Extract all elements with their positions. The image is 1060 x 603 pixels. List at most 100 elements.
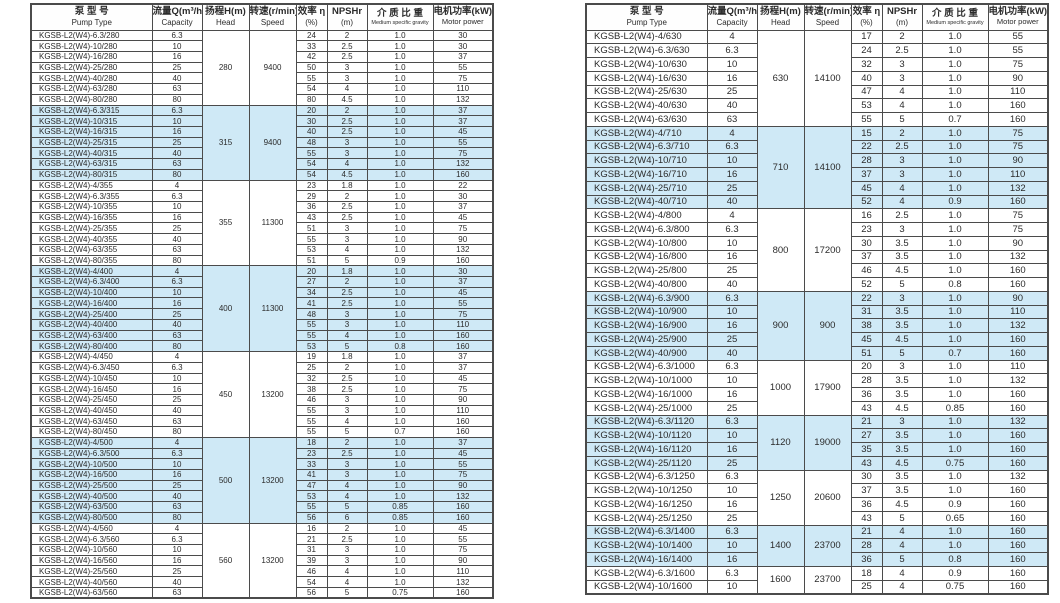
- efficiency-cell: 38: [295, 383, 328, 395]
- capacity-cell: 4: [706, 125, 758, 141]
- col-header-speed: 转速(r/min) Speed: [803, 3, 852, 31]
- capacity-cell: 63: [151, 83, 203, 95]
- specific-gravity-cell: 1.0: [366, 544, 434, 556]
- pump-row: KGSB-L2(W4)-16/355 16 43 2.5 1.0 45: [30, 211, 494, 224]
- specific-gravity-cell: 1.0: [366, 115, 434, 127]
- motor-power-cell: 110: [987, 304, 1049, 320]
- pump-model-cell: KGSB-L2(W4)-4/560: [30, 522, 153, 535]
- capacity-cell: 6.3: [151, 533, 203, 545]
- motor-power-cell: 75: [987, 139, 1049, 155]
- pump-row: KGSB-L2(W4)-6.3/355 6.3 29 2 1.0 30: [30, 190, 494, 202]
- efficiency-cell: 19: [295, 351, 328, 363]
- pump-model-cell: KGSB-L2(W4)-10/630: [585, 57, 708, 72]
- npshr-cell: 4: [881, 180, 923, 196]
- npshr-cell: 4: [326, 479, 368, 492]
- pump-model-cell: KGSB-L2(W4)-25/560: [30, 565, 153, 578]
- efficiency-cell: 55: [295, 72, 328, 85]
- pump-row: KGSB-L2(W4)-80/280 80 80 4.5 1.0 132: [30, 93, 494, 106]
- pump-row: KGSB-L2(W4)-16/560 16 39 3 1.0 90: [30, 554, 494, 567]
- efficiency-cell: 17: [850, 29, 883, 45]
- pump-model-cell: KGSB-L2(W4)-10/710: [585, 153, 708, 168]
- npshr-cell: 3.5: [881, 483, 923, 498]
- pump-model-cell: KGSB-L2(W4)-63/450: [30, 415, 153, 428]
- head-cell: 450: [201, 351, 250, 438]
- npshr-cell: 4: [881, 194, 923, 210]
- specific-gravity-cell: 0.75: [921, 455, 989, 471]
- head-cell: 560: [201, 522, 250, 599]
- motor-power-cell: 90: [432, 479, 494, 492]
- npshr-cell: 4.5: [881, 497, 923, 512]
- npshr-cell: 2: [326, 190, 368, 202]
- pump-model-cell: KGSB-L2(W4)-16/800: [585, 249, 708, 265]
- motor-power-cell: 160: [987, 455, 1049, 471]
- motor-power-cell: 132: [432, 158, 494, 170]
- pump-model-cell: KGSB-L2(W4)-40/355: [30, 233, 153, 245]
- pump-model-cell: KGSB-L2(W4)-6.3/450: [30, 361, 153, 374]
- capacity-cell: 4: [151, 179, 203, 192]
- speed-cell: 19000: [803, 414, 852, 471]
- pump-model-cell: KGSB-L2(W4)-16/1400: [585, 552, 708, 567]
- pump-model-cell: KGSB-L2(W4)-80/450: [30, 426, 153, 438]
- specific-gravity-cell: 0.8: [921, 552, 989, 567]
- speed-cell: 13200: [248, 351, 297, 438]
- efficiency-cell: 55: [850, 112, 883, 127]
- pump-row: KGSB-L2(W4)-25/500 25 47 4 1.0 90: [30, 479, 494, 492]
- efficiency-cell: 55: [295, 426, 328, 438]
- pump-row: KGSB-L2(W4)-16/315 16 40 2.5 1.0 45: [30, 125, 494, 138]
- specific-gravity-cell: 1.0: [921, 29, 989, 45]
- capacity-cell: 10: [151, 40, 203, 52]
- specific-gravity-cell: 1.0: [366, 404, 434, 417]
- capacity-cell: 6.3: [706, 524, 758, 540]
- motor-power-cell: 160: [987, 277, 1049, 292]
- specific-gravity-cell: 0.9: [921, 497, 989, 512]
- motor-power-cell: 160: [432, 340, 494, 353]
- specific-gravity-cell: 1.0: [366, 415, 434, 428]
- capacity-cell: 40: [706, 345, 758, 361]
- specific-gravity-cell: 1.0: [921, 125, 989, 141]
- pump-model-cell: KGSB-L2(W4)-40/800: [585, 277, 708, 292]
- capacity-cell: 63: [151, 329, 203, 342]
- specific-gravity-cell: 1.0: [366, 211, 434, 224]
- specific-gravity-cell: 1.0: [366, 458, 434, 470]
- motor-power-cell: 110: [987, 167, 1049, 182]
- efficiency-cell: 43: [850, 400, 883, 416]
- pump-model-cell: KGSB-L2(W4)-6.3/1000: [585, 359, 708, 375]
- specific-gravity-cell: 1.0: [366, 61, 434, 74]
- specific-gravity-cell: 1.0: [366, 490, 434, 503]
- specific-gravity-cell: 1.0: [921, 98, 989, 113]
- capacity-cell: 16: [706, 387, 758, 402]
- pump-model-cell: KGSB-L2(W4)-6.3/1400: [585, 524, 708, 540]
- pump-row: KGSB-L2(W4)-40/560 40 54 4 1.0 132: [30, 576, 494, 588]
- motor-power-cell: 45: [432, 522, 494, 535]
- efficiency-cell: 55: [295, 501, 328, 513]
- specific-gravity-cell: 1.0: [366, 125, 434, 138]
- head-cell: 315: [201, 104, 250, 181]
- npshr-cell: 2.5: [881, 139, 923, 155]
- efficiency-cell: 53: [850, 98, 883, 113]
- specific-gravity-cell: 1.0: [921, 263, 989, 278]
- pump-model-cell: KGSB-L2(W4)-63/500: [30, 501, 153, 513]
- efficiency-cell: 51: [295, 222, 328, 235]
- efficiency-cell: 46: [850, 263, 883, 278]
- specific-gravity-cell: 1.0: [921, 524, 989, 540]
- pump-model-cell: KGSB-L2(W4)-16/1250: [585, 497, 708, 512]
- pump-model-cell: KGSB-L2(W4)-80/400: [30, 340, 153, 353]
- capacity-cell: 63: [151, 501, 203, 513]
- pump-row: KGSB-L2(W4)-16/500 16 41 3 1.0 75: [30, 468, 494, 481]
- header-row: 泵 型 号 Pump Type 流量Q(m³/h) Capacity 扬程H(m) H…: [585, 3, 1049, 31]
- efficiency-cell: 16: [850, 208, 883, 223]
- motor-power-cell: 37: [432, 351, 494, 363]
- pump-row: KGSB-L2(W4)-25/710 25 45 4 1.0 132: [585, 180, 1049, 196]
- efficiency-cell: 35: [850, 442, 883, 457]
- specific-gravity-cell: 1.0: [921, 57, 989, 72]
- npshr-cell: 3.5: [881, 249, 923, 265]
- motor-power-cell: 55: [432, 533, 494, 545]
- specific-gravity-cell: 1.0: [921, 167, 989, 182]
- npshr-cell: 2.5: [326, 50, 368, 63]
- motor-power-cell: 45: [432, 372, 494, 385]
- efficiency-cell: 34: [295, 286, 328, 299]
- motor-power-cell: 160: [432, 511, 494, 524]
- capacity-cell: 25: [706, 84, 758, 100]
- specific-gravity-cell: 1.0: [921, 139, 989, 155]
- pump-row: KGSB-L2(W4)-10/1120 10 27 3.5 1.0 160: [585, 428, 1049, 443]
